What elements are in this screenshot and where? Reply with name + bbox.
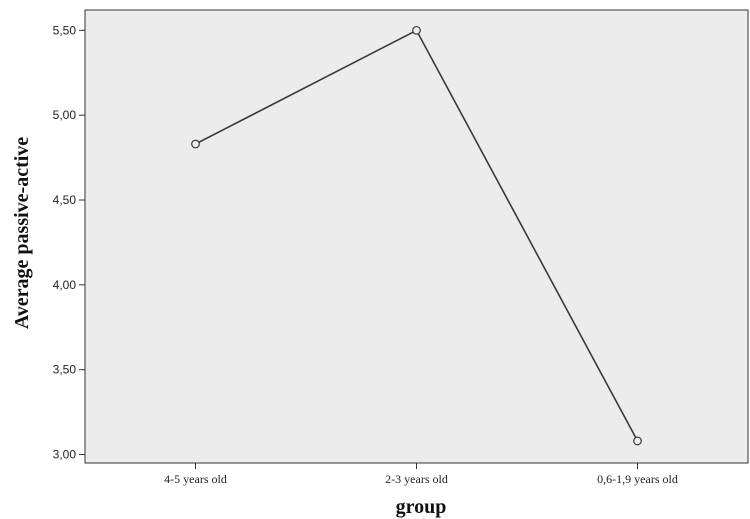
y-tick-label: 5,00 — [53, 108, 77, 122]
x-axis-title: group — [396, 496, 447, 518]
data-point — [412, 25, 421, 35]
plot-area — [84, 9, 749, 464]
data-point — [633, 436, 642, 446]
x-tick-label: 0,6-1,9 years old — [597, 472, 678, 486]
x-tick-label: 2-3 years old — [385, 472, 448, 486]
y-tick-label: 4,00 — [53, 278, 77, 292]
y-tick-label: 4,50 — [53, 193, 77, 207]
x-tick-label: 4-5 years old — [164, 472, 227, 486]
y-tick-label: 5,50 — [53, 23, 77, 37]
data-point — [191, 139, 200, 149]
y-tick-label: 3,50 — [53, 363, 77, 377]
x-axis-ticks: 4-5 years old 2-3 years old 0,6-1,9 years … — [164, 463, 678, 486]
y-axis-ticks: 3,00 3,50 4,00 4,50 5,00 5,50 — [53, 23, 85, 462]
y-axis-title: Average passive-active — [11, 137, 33, 329]
series — [191, 25, 642, 446]
y-tick-label: 3,00 — [53, 448, 77, 462]
